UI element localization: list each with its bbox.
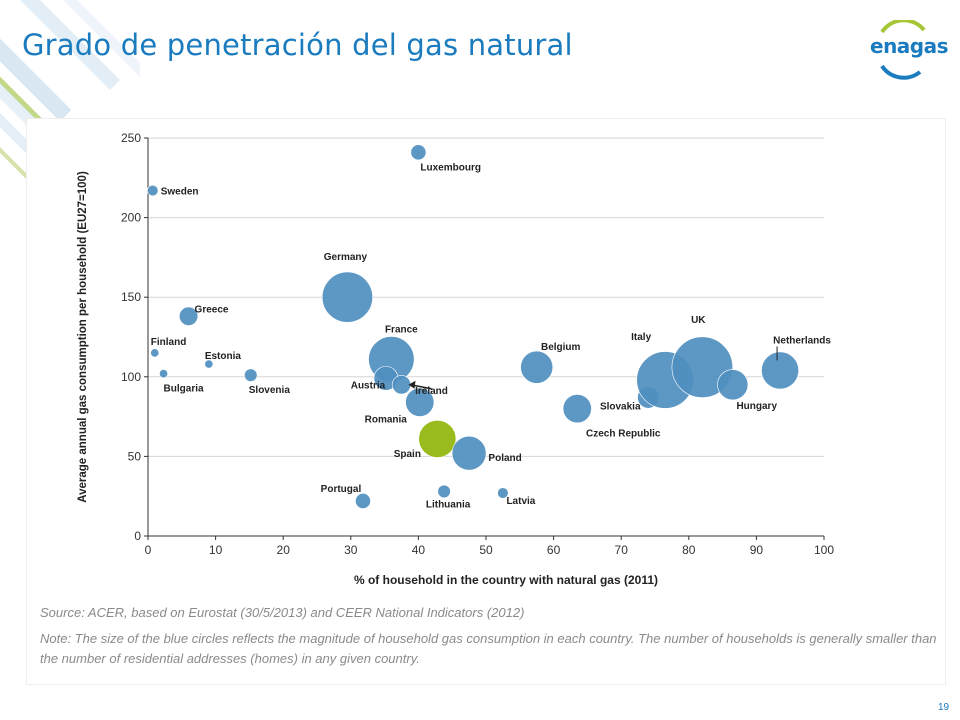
country-labels: Luxembourg Sweden Germany Greece Finland Esto…	[151, 162, 832, 510]
x-tick-label: 30	[344, 543, 358, 557]
label-hungary: Hungary	[736, 401, 777, 412]
y-tick-label: 200	[121, 211, 141, 225]
bubble-portugal	[355, 493, 371, 509]
x-tick-label: 50	[479, 543, 493, 557]
y-tick-label: 50	[128, 449, 142, 463]
label-luxembourg: Luxembourg	[420, 162, 481, 173]
bubble-germany	[321, 271, 373, 323]
grid-lines	[148, 137, 824, 457]
bubble-lithuania	[437, 484, 451, 499]
label-slovenia: Slovenia	[249, 385, 291, 396]
logo-text: enagas	[870, 34, 949, 58]
x-tick-label: 40	[412, 543, 426, 557]
label-lithuania: Lithuania	[426, 499, 471, 510]
bubble-latvia	[497, 487, 509, 499]
chart-panel	[26, 118, 946, 685]
label-greece: Greece	[195, 304, 229, 315]
x-tick-label: 0	[145, 543, 152, 557]
label-portugal: Portugal	[321, 484, 362, 495]
x-tick-label: 60	[547, 543, 561, 557]
label-estonia: Estonia	[205, 351, 242, 362]
label-austria: Austria	[351, 380, 386, 391]
bubbles	[147, 144, 799, 509]
label-netherlands: Netherlands	[773, 335, 831, 346]
bubble-luxembourg	[410, 144, 427, 161]
x-tick-label: 80	[682, 543, 696, 557]
ireland-arrowhead	[408, 380, 416, 389]
bubble-netherlands	[761, 351, 799, 390]
slide-title: Grado de penetración del gas natural	[22, 28, 573, 62]
x-tick-label: 20	[277, 543, 291, 557]
bubble-bulgaria	[159, 369, 169, 379]
label-sweden: Sweden	[161, 187, 199, 198]
label-czech-republic: Czech Republic	[586, 429, 661, 440]
size-note: Note: The size of the blue circles refle…	[40, 631, 937, 666]
page-number: 19	[938, 702, 950, 713]
label-poland: Poland	[488, 453, 521, 464]
y-tick-label: 100	[121, 370, 141, 384]
bubble-belgium	[520, 350, 554, 384]
label-france: France	[385, 324, 418, 335]
y-tick-label: 250	[121, 131, 141, 145]
bubble-spain	[418, 419, 457, 458]
label-bulgaria: Bulgaria	[164, 384, 204, 395]
axes: 0 50 100 150 200 250 0 10 20 30 40 50 60 70 80 90 100	[121, 131, 834, 557]
x-tick-label: 100	[814, 543, 834, 557]
bubble-poland	[451, 435, 487, 471]
bubble-estonia	[204, 359, 214, 369]
source-note: Source: ACER, based on Eurostat (30/5/20…	[40, 605, 525, 620]
label-finland: Finland	[151, 337, 187, 348]
bubble-chart: 0 50 100 150 200 250 0 10 20 30 40 50 60 70 80 90 100 Lu…	[77, 131, 834, 587]
label-uk: UK	[691, 315, 706, 326]
x-tick-label: 70	[615, 543, 629, 557]
bubble-ireland	[391, 375, 412, 395]
x-tick-label: 90	[750, 543, 764, 557]
y-axis-title: Average annual gas consumption per house…	[77, 171, 89, 503]
bubble-sweden	[147, 184, 159, 197]
x-axis-title: % of household in the country with natur…	[354, 573, 658, 587]
bubble-finland	[150, 348, 160, 358]
bubble-greece	[178, 306, 199, 326]
enagas-logo: enagas	[862, 18, 949, 80]
label-ireland: Ireland	[415, 386, 448, 397]
y-tick-label: 0	[134, 529, 141, 543]
label-spain: Spain	[394, 449, 421, 460]
bubble-hungary	[717, 369, 749, 401]
label-germany: Germany	[324, 252, 368, 263]
label-slovakia: Slovakia	[600, 401, 641, 412]
y-tick-label: 150	[121, 290, 141, 304]
label-latvia: Latvia	[506, 496, 535, 507]
label-romania: Romania	[365, 414, 408, 425]
label-belgium: Belgium	[541, 342, 581, 353]
x-tick-label: 10	[209, 543, 223, 557]
bubble-slovenia	[244, 368, 258, 382]
bubble-romania	[405, 387, 435, 417]
label-italy: Italy	[631, 332, 651, 343]
bubble-czech-republic	[562, 394, 592, 424]
